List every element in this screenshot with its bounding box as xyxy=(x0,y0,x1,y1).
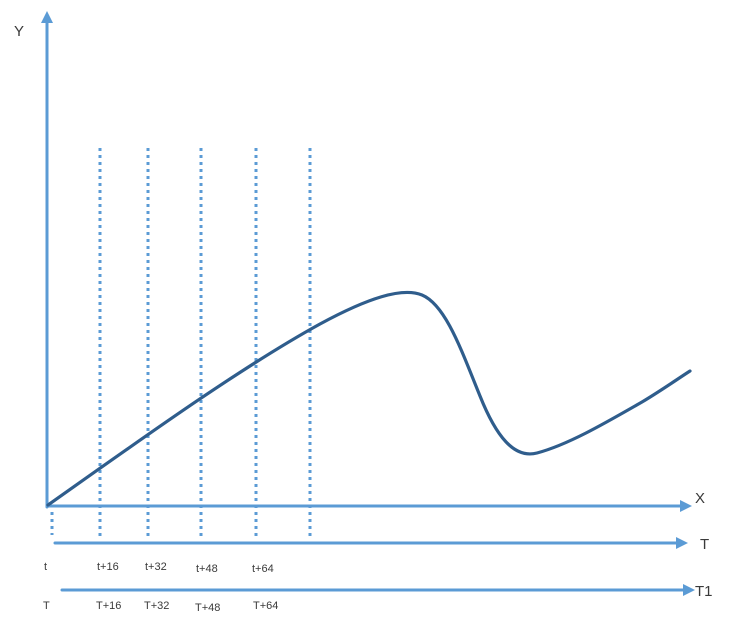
t1-tick-1: T xyxy=(43,600,50,612)
t1-tick-2: T+16 xyxy=(96,600,121,612)
t-tick-5: t+64 xyxy=(252,563,274,575)
x-axis-label: X xyxy=(695,490,705,507)
t-axis-label: T xyxy=(700,536,709,553)
t1-tick-4: T+48 xyxy=(195,602,220,614)
t1-tick-5: T+64 xyxy=(253,600,278,612)
t-tick-4: t+48 xyxy=(196,563,218,575)
t1-tick-3: T+32 xyxy=(144,600,169,612)
t-tick-2: t+16 xyxy=(97,561,119,573)
t-tick-1: t xyxy=(44,561,47,573)
t-axis-arrowhead-icon xyxy=(676,537,688,549)
x-axis-arrowhead-icon xyxy=(680,500,692,512)
t-tick-3: t+32 xyxy=(145,561,167,573)
t1-axis-label: T1 xyxy=(695,583,713,600)
t1-axis-arrowhead-icon xyxy=(683,584,695,596)
y-axis-label: Y xyxy=(14,23,24,40)
curve-line xyxy=(46,290,692,507)
y-axis-arrowhead-icon xyxy=(41,11,53,23)
